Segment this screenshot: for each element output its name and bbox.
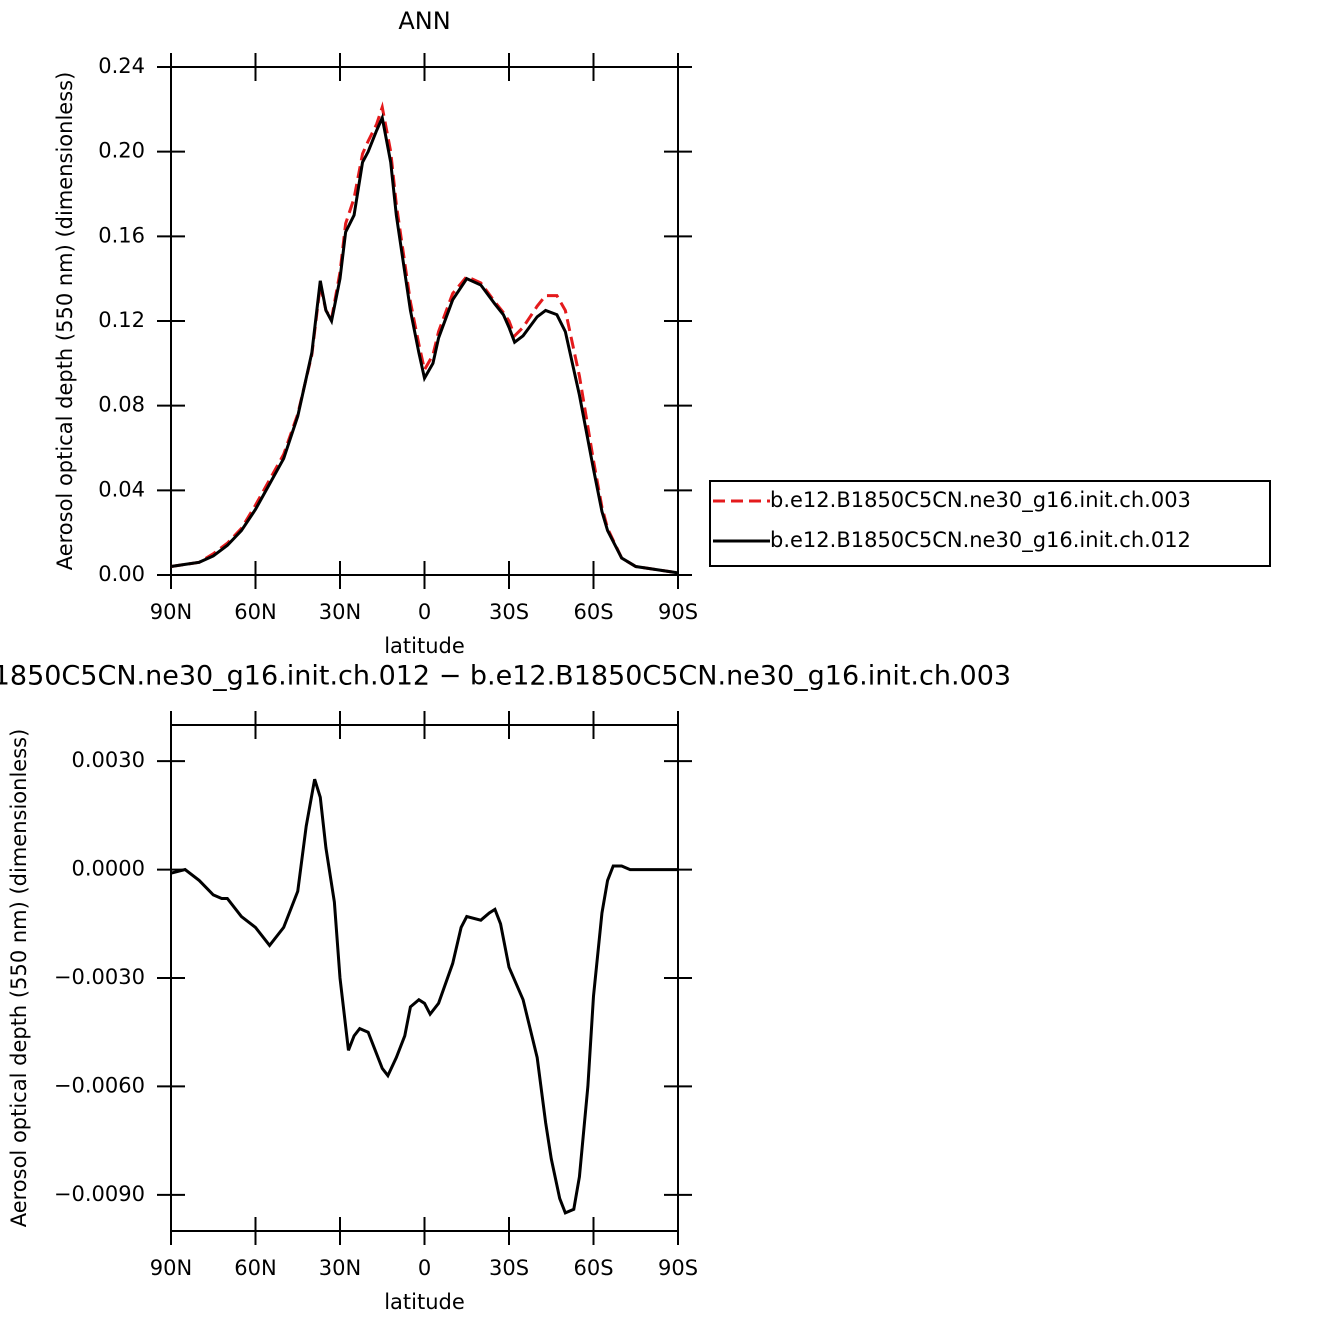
x-tick-label: 90S (658, 1256, 698, 1280)
y-tick-label: 0.0000 (72, 857, 145, 881)
x-tick-label: 0 (418, 600, 431, 624)
x-tick-label: 90N (150, 600, 192, 624)
data-line (170, 778, 678, 1215)
plot-frame (170, 724, 679, 1232)
chart-title: b.e12.B1850C5CN.ne30_g16.init.ch.012 − b… (0, 661, 1011, 692)
x-tick-label: 60N (234, 600, 276, 624)
y-axis-label: Aerosol optical depth (550 nm) (dimensio… (7, 729, 31, 1228)
data-line (170, 101, 679, 575)
x-tick-label: 60S (573, 600, 613, 624)
x-axis-label: latitude (384, 1290, 465, 1314)
x-tick-label: 90N (150, 1256, 192, 1280)
y-tick-label: −0.0030 (54, 965, 145, 989)
x-tick-label: 30N (319, 1256, 361, 1280)
y-tick-label: −0.0060 (54, 1073, 145, 1097)
y-tick-label: −0.0090 (54, 1182, 145, 1206)
y-tick-label: 0.12 (98, 308, 145, 332)
legend-label: b.e12.B1850C5CN.ne30_g16.init.ch.012 (770, 528, 1191, 553)
chart-title: ANN (398, 7, 450, 35)
y-axis-label: Aerosol optical depth (550 nm) (dimensio… (53, 72, 77, 571)
data-line (170, 112, 679, 575)
x-axis-label: latitude (384, 634, 465, 658)
y-tick-label: 0.00 (98, 562, 145, 586)
x-tick-label: 60S (573, 1256, 613, 1280)
y-tick-label: 0.20 (98, 139, 145, 163)
x-tick-label: 30N (319, 600, 361, 624)
x-tick-label: 30S (489, 1256, 529, 1280)
y-tick-label: 0.24 (98, 54, 145, 78)
x-tick-label: 60N (234, 1256, 276, 1280)
x-tick-label: 90S (658, 600, 698, 624)
x-tick-label: 30S (489, 600, 529, 624)
plot-frame (170, 66, 679, 576)
x-tick-label: 0 (418, 1256, 431, 1280)
y-tick-label: 0.04 (98, 477, 145, 501)
legend-box (709, 480, 1271, 567)
y-tick-label: 0.0030 (72, 748, 145, 772)
y-tick-label: 0.16 (98, 223, 145, 247)
legend-label: b.e12.B1850C5CN.ne30_g16.init.ch.003 (770, 488, 1191, 513)
y-tick-label: 0.08 (98, 393, 145, 417)
